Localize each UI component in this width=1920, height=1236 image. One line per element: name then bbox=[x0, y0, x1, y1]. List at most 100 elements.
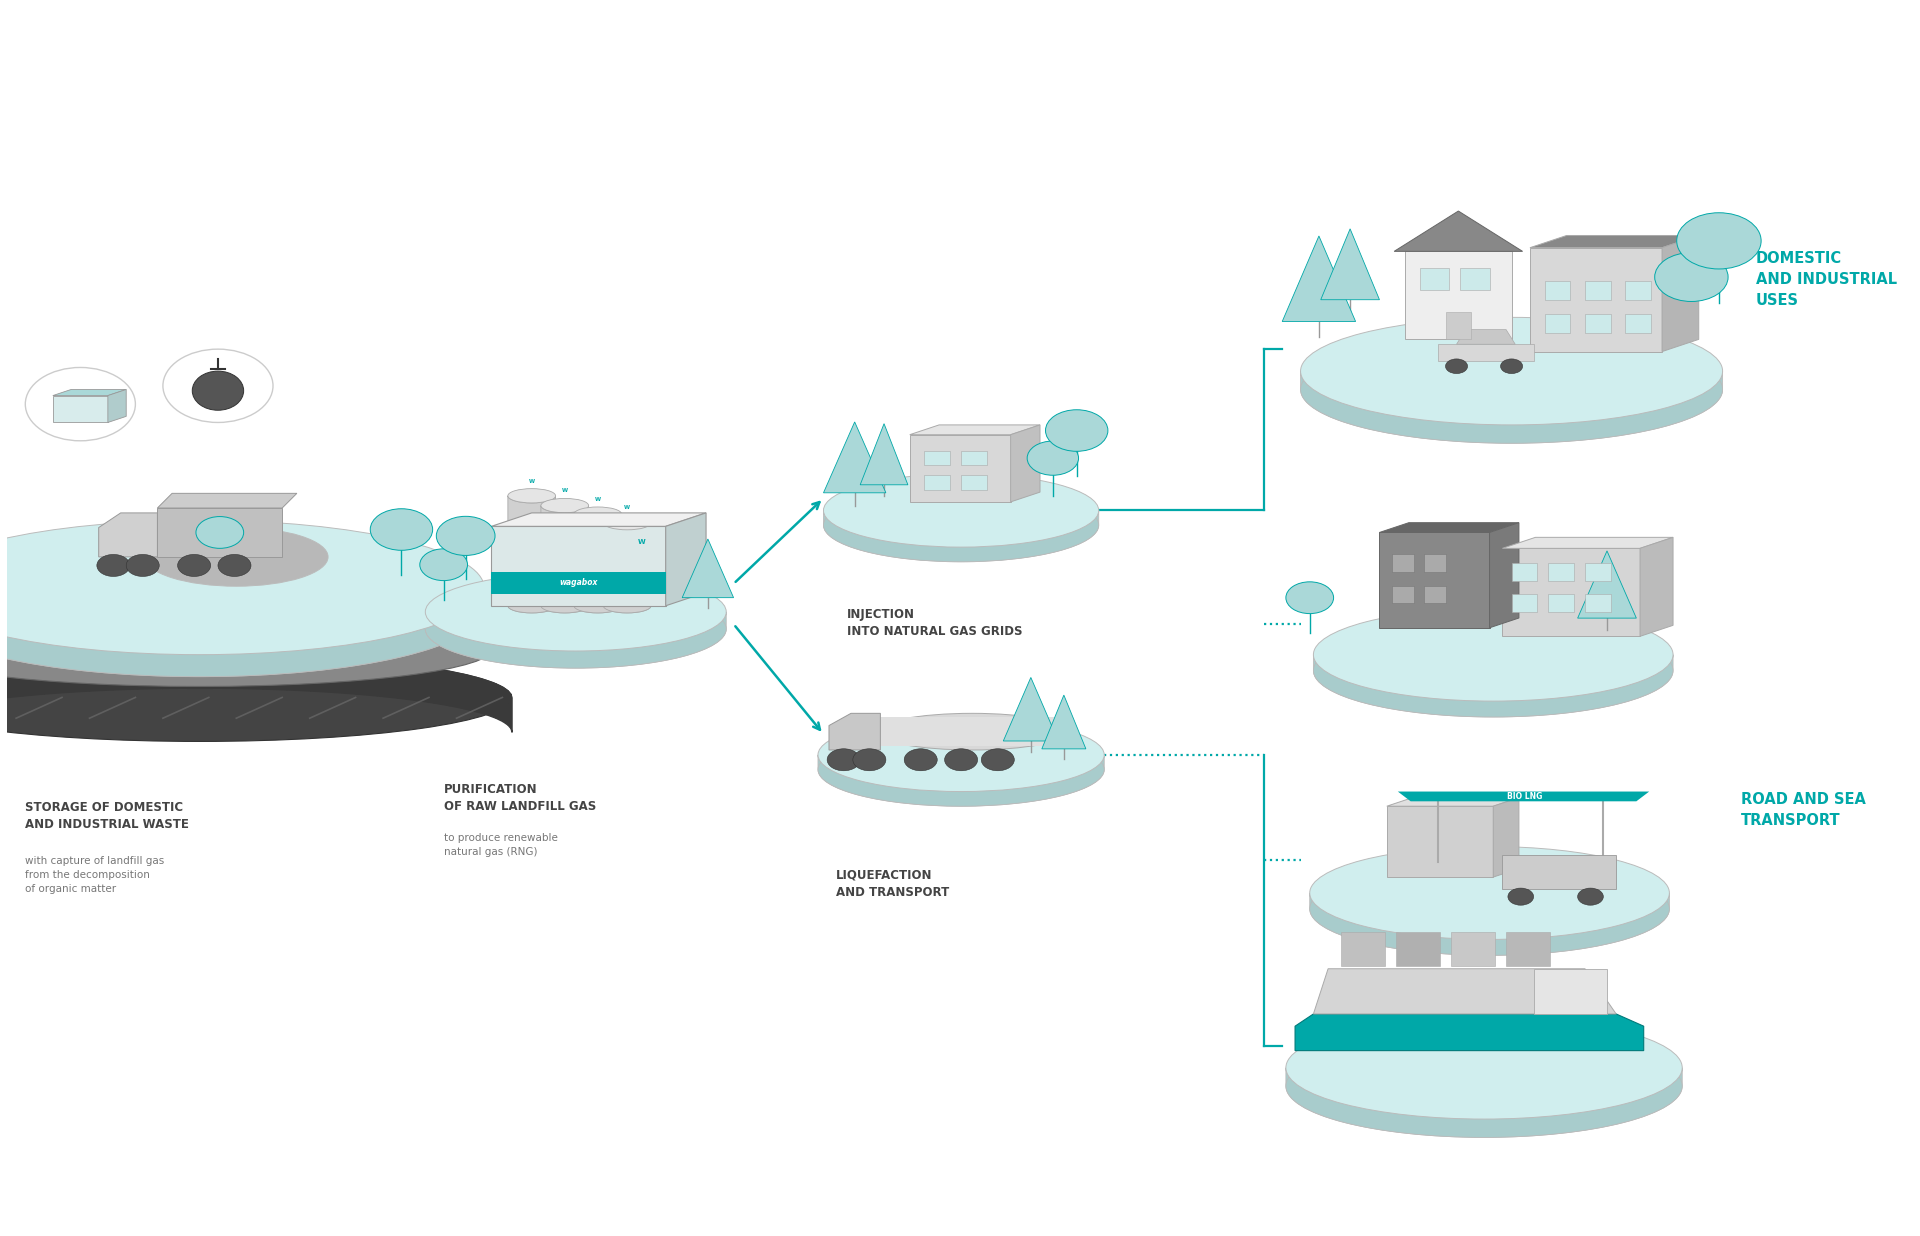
Polygon shape bbox=[1313, 655, 1672, 717]
Polygon shape bbox=[1490, 523, 1519, 628]
Polygon shape bbox=[666, 513, 707, 606]
Text: W: W bbox=[637, 539, 645, 545]
Polygon shape bbox=[1419, 268, 1450, 290]
Ellipse shape bbox=[509, 598, 555, 613]
Polygon shape bbox=[0, 587, 484, 676]
Polygon shape bbox=[1503, 549, 1640, 637]
Circle shape bbox=[196, 517, 244, 549]
Polygon shape bbox=[1313, 969, 1617, 1014]
Polygon shape bbox=[1663, 236, 1699, 351]
Ellipse shape bbox=[818, 733, 1104, 806]
Polygon shape bbox=[1586, 564, 1611, 581]
Text: W: W bbox=[563, 488, 568, 493]
Polygon shape bbox=[1398, 791, 1649, 801]
Polygon shape bbox=[1386, 806, 1494, 878]
Text: wagabox: wagabox bbox=[559, 578, 597, 587]
Polygon shape bbox=[1548, 593, 1574, 612]
Ellipse shape bbox=[509, 488, 555, 503]
Circle shape bbox=[1501, 358, 1523, 373]
Polygon shape bbox=[1503, 855, 1617, 890]
Ellipse shape bbox=[824, 488, 1098, 562]
Circle shape bbox=[436, 517, 495, 555]
Polygon shape bbox=[1586, 314, 1611, 334]
Ellipse shape bbox=[192, 371, 244, 410]
Polygon shape bbox=[1530, 236, 1699, 247]
Ellipse shape bbox=[0, 543, 484, 676]
Polygon shape bbox=[1283, 236, 1356, 321]
Ellipse shape bbox=[0, 611, 493, 686]
Polygon shape bbox=[1457, 330, 1515, 345]
Polygon shape bbox=[1386, 797, 1519, 806]
Polygon shape bbox=[492, 513, 707, 527]
Polygon shape bbox=[574, 514, 622, 613]
Circle shape bbox=[1046, 410, 1108, 451]
Polygon shape bbox=[1494, 797, 1519, 878]
Text: INJECTION
INTO NATURAL GAS GRIDS: INJECTION INTO NATURAL GAS GRIDS bbox=[847, 608, 1023, 638]
Circle shape bbox=[904, 749, 937, 771]
Circle shape bbox=[1507, 889, 1534, 905]
Polygon shape bbox=[1405, 251, 1511, 340]
Circle shape bbox=[163, 349, 273, 423]
Polygon shape bbox=[860, 424, 908, 485]
Text: LIQUEFACTION
AND TRANSPORT: LIQUEFACTION AND TRANSPORT bbox=[837, 869, 950, 899]
Polygon shape bbox=[1503, 538, 1672, 549]
Polygon shape bbox=[682, 539, 733, 598]
Polygon shape bbox=[1392, 555, 1415, 571]
Circle shape bbox=[1655, 252, 1728, 302]
Polygon shape bbox=[1578, 551, 1636, 618]
Circle shape bbox=[1286, 582, 1334, 613]
Polygon shape bbox=[1423, 555, 1446, 571]
Circle shape bbox=[177, 555, 211, 576]
Polygon shape bbox=[1286, 1068, 1682, 1137]
Polygon shape bbox=[1626, 314, 1651, 334]
Circle shape bbox=[828, 749, 860, 771]
Text: to produce renewable
natural gas (RNG): to produce renewable natural gas (RNG) bbox=[444, 833, 557, 857]
Ellipse shape bbox=[1286, 1016, 1682, 1119]
Ellipse shape bbox=[1286, 1035, 1682, 1137]
Polygon shape bbox=[1626, 281, 1651, 300]
Polygon shape bbox=[509, 496, 555, 613]
Text: ROAD AND SEA
TRANSPORT: ROAD AND SEA TRANSPORT bbox=[1741, 791, 1866, 828]
Polygon shape bbox=[1010, 425, 1041, 502]
Circle shape bbox=[945, 749, 977, 771]
Polygon shape bbox=[818, 755, 1104, 806]
Text: STORAGE OF DOMESTIC
AND INDUSTRIAL WASTE: STORAGE OF DOMESTIC AND INDUSTRIAL WASTE bbox=[25, 801, 190, 832]
Polygon shape bbox=[1461, 268, 1490, 290]
Circle shape bbox=[219, 555, 252, 576]
Circle shape bbox=[25, 367, 136, 441]
Polygon shape bbox=[1043, 695, 1087, 749]
Polygon shape bbox=[108, 389, 127, 423]
Polygon shape bbox=[1004, 677, 1058, 742]
Circle shape bbox=[1446, 358, 1467, 373]
Ellipse shape bbox=[0, 654, 511, 742]
Polygon shape bbox=[1544, 314, 1571, 334]
Polygon shape bbox=[541, 506, 589, 613]
Polygon shape bbox=[881, 717, 1073, 747]
Polygon shape bbox=[1534, 969, 1607, 1014]
Polygon shape bbox=[962, 475, 987, 489]
Polygon shape bbox=[924, 451, 950, 465]
Circle shape bbox=[96, 555, 131, 576]
Polygon shape bbox=[910, 435, 1010, 502]
Ellipse shape bbox=[1313, 624, 1672, 717]
Text: PURIFICATION
OF RAW LANDFILL GAS: PURIFICATION OF RAW LANDFILL GAS bbox=[444, 782, 595, 813]
Polygon shape bbox=[157, 508, 282, 557]
Text: W: W bbox=[624, 506, 630, 510]
Text: W: W bbox=[595, 497, 601, 502]
Ellipse shape bbox=[818, 718, 1104, 791]
Polygon shape bbox=[603, 523, 651, 613]
Ellipse shape bbox=[144, 528, 328, 586]
Polygon shape bbox=[1379, 533, 1490, 628]
Ellipse shape bbox=[876, 713, 1068, 750]
Polygon shape bbox=[829, 713, 881, 750]
Circle shape bbox=[1676, 213, 1761, 269]
Polygon shape bbox=[1505, 932, 1549, 967]
Polygon shape bbox=[1438, 345, 1534, 361]
Ellipse shape bbox=[541, 498, 589, 513]
Ellipse shape bbox=[541, 598, 589, 613]
Ellipse shape bbox=[0, 520, 484, 655]
Circle shape bbox=[371, 509, 432, 550]
Polygon shape bbox=[1511, 593, 1538, 612]
Circle shape bbox=[1578, 889, 1603, 905]
Polygon shape bbox=[1379, 523, 1519, 533]
